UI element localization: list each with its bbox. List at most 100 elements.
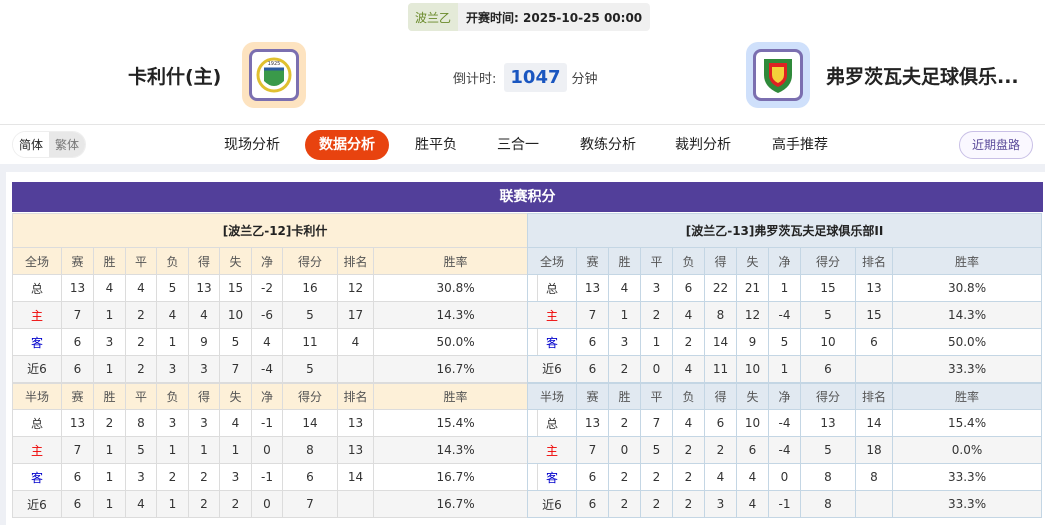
tab-win-draw-lose[interactable]: 胜平负 (415, 137, 457, 153)
table-cell: 7 (640, 409, 673, 437)
column-header: 排名 (337, 247, 374, 275)
home-team-logo[interactable]: 1925 (242, 42, 306, 108)
table-cell: -1 (251, 409, 283, 437)
table-cell: 7 (576, 301, 609, 329)
table-cell: 10 (219, 301, 252, 329)
table-cell: 2 (640, 490, 673, 518)
table-cell: 12 (736, 301, 769, 329)
table-cell: 33.3% (891, 490, 1043, 518)
home-standings-table: [波兰乙-12]卡利什 全场赛胜平负得失净得分 排名 胜率总 13 4 4 5 13 15 -2 16… (11, 213, 539, 518)
table-cell: 1 (156, 490, 189, 518)
table-cell: 12 (337, 274, 374, 302)
table-cell: 16.7% (372, 463, 539, 491)
row-label: 主 (12, 436, 62, 464)
table-cell: 2 (125, 301, 157, 329)
table-cell: 4 (337, 328, 374, 356)
table-cell: 9 (188, 328, 220, 356)
table-cell: 7 (576, 436, 609, 464)
away-team-name[interactable]: 弗罗茨瓦夫足球俱乐... (826, 66, 1019, 88)
table-cell: 50.0% (891, 328, 1043, 356)
table-cell: 30.8% (891, 274, 1043, 302)
table-cell: 2 (219, 490, 252, 518)
table-cell: 7 (61, 301, 94, 329)
row-label: 近6 (12, 490, 62, 518)
column-header: 胜率 (372, 247, 539, 275)
table-cell: 6 (576, 355, 609, 383)
table-cell: 5 (156, 274, 189, 302)
table-cell: 6 (61, 490, 94, 518)
table-cell: 4 (672, 409, 705, 437)
svg-text:1925: 1925 (268, 61, 281, 67)
table-cell: 1 (156, 328, 189, 356)
full-column-header-row: 全场赛胜平负得失净得分 排名 胜率 (12, 247, 539, 275)
table-cell: 2 (188, 490, 220, 518)
table-cell: 13 (337, 436, 374, 464)
table-cell: 2 (188, 463, 220, 491)
countdown: 倒计时: 1047 分钟 (453, 63, 598, 92)
league-badge[interactable]: 波兰乙 (408, 3, 459, 31)
column-header: 胜 (93, 247, 126, 275)
tab-data-analysis[interactable]: 数据分析 (305, 130, 389, 160)
table-cell: 1 (93, 463, 126, 491)
recent-handicap-button[interactable]: 近期盘路 (959, 131, 1034, 159)
table-cell: 4 (125, 274, 157, 302)
column-header: 平 (640, 247, 673, 275)
away-team-logo[interactable] (746, 42, 810, 108)
tab-expert-picks[interactable]: 高手推荐 (772, 137, 828, 153)
column-header: 平 (640, 381, 673, 410)
table-cell: 4 (672, 355, 705, 383)
column-header: 失 (219, 381, 252, 410)
table-cell: 13 (855, 274, 893, 302)
home-team-name[interactable]: 卡利什(主) (128, 66, 222, 88)
table-cell: 5 (282, 301, 338, 329)
table-cell: 8 (704, 301, 737, 329)
table-row: 近6 6 2 2 2 3 4 -1 8 33.3% (527, 490, 1043, 518)
table-cell: 0 (768, 463, 801, 491)
row-label: 近6 (12, 355, 62, 383)
row-label: 近6 (527, 355, 577, 383)
column-header: 赛 (576, 381, 609, 410)
table-cell: 4 (188, 301, 220, 329)
table-cell: 0 (251, 490, 283, 518)
table-cell: 17 (337, 301, 374, 329)
table-cell: 1 (93, 355, 126, 383)
column-header: 失 (736, 247, 769, 275)
table-cell: 4 (608, 274, 641, 302)
column-header: 排名 (337, 381, 374, 410)
table-cell: 13 (188, 274, 220, 302)
table-cell: 14 (337, 463, 374, 491)
tab-three-in-one[interactable]: 三合一 (497, 137, 539, 153)
table-row: 主 7 1 2 4 8 12 -4 5 15 14.3% (527, 301, 1043, 329)
table-cell: 5 (800, 436, 856, 464)
column-header: 得 (188, 381, 220, 410)
table-row: 近6 6 1 2 3 3 7 -4 5 16.7% (12, 355, 539, 383)
lang-traditional[interactable]: 繁体 (49, 132, 86, 157)
table-cell: 4 (251, 328, 283, 356)
table-cell: 15.4% (372, 409, 539, 437)
language-toggle: 简体 繁体 (12, 131, 87, 158)
column-header: 净 (251, 381, 283, 410)
table-cell: 4 (93, 274, 126, 302)
tab-referee-analysis[interactable]: 裁判分析 (675, 137, 731, 153)
table-cell: 2 (704, 436, 737, 464)
table-cell: 22 (704, 274, 737, 302)
table-cell: 2 (672, 490, 705, 518)
kickoff-time: 开赛时间: 2025-10-25 00:00 (458, 9, 650, 26)
row-label: 近6 (527, 490, 577, 518)
table-cell: 2 (93, 409, 126, 437)
table-cell: 14.3% (372, 436, 539, 464)
lang-simplified[interactable]: 简体 (13, 132, 50, 157)
column-header: 得分 (282, 247, 338, 275)
table-cell: 13 (61, 274, 94, 302)
table-cell: 9 (736, 328, 769, 356)
column-header: 排名 (855, 381, 893, 410)
table-cell: 15 (800, 274, 856, 302)
table-cell: 21 (736, 274, 769, 302)
tab-live-analysis[interactable]: 现场分析 (224, 137, 280, 153)
table-cell: 0 (640, 355, 673, 383)
table-cell: 3 (93, 328, 126, 356)
kickoff-label: 开赛时间: (466, 10, 519, 25)
table-cell: 1 (93, 490, 126, 518)
tab-coach-analysis[interactable]: 教练分析 (580, 137, 636, 153)
table-cell: 2 (608, 490, 641, 518)
